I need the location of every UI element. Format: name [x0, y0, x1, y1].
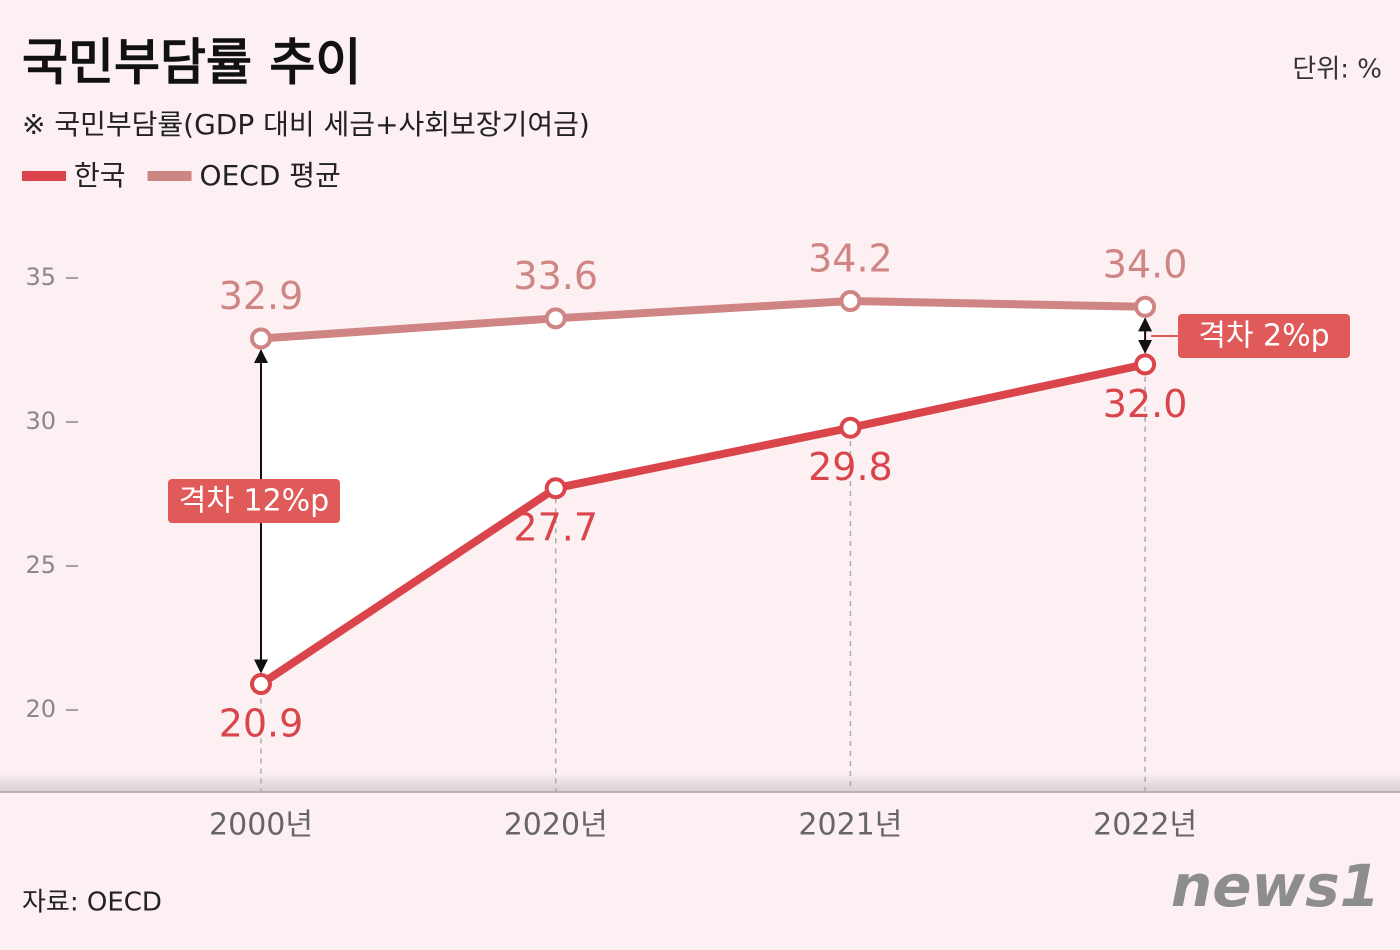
- gap-box: [1178, 314, 1350, 358]
- x-tick-label: 2000년: [209, 808, 313, 843]
- legend-label: OECD 평균: [200, 159, 341, 192]
- legend-label: 한국: [74, 159, 126, 192]
- point: [1134, 353, 1157, 376]
- value-label: 27.7: [513, 506, 598, 550]
- point: [839, 290, 862, 313]
- series-line: [258, 360, 1146, 688]
- y-tick-label: 25: [25, 551, 56, 579]
- value-label: 20.9: [219, 702, 304, 746]
- x-tick-label: 2020년: [504, 808, 608, 843]
- value-label: 32.9: [219, 274, 304, 318]
- gap-label: 격차 2%p: [1198, 319, 1329, 354]
- value-label: 34.2: [808, 237, 893, 281]
- value-label: 34.0: [1103, 242, 1188, 286]
- logo: news1: [1171, 852, 1380, 920]
- chart-title: 국민부담률 추이: [22, 34, 361, 92]
- series-line: [260, 297, 1146, 343]
- point: [250, 327, 272, 350]
- point: [839, 416, 862, 439]
- legend-swatch: [147, 171, 192, 181]
- gap-label: 격차 12%p: [179, 484, 329, 519]
- y-tick-label: 30: [25, 407, 56, 435]
- value-label: 33.6: [513, 254, 598, 298]
- point: [1134, 295, 1157, 318]
- floor-band: [0, 772, 1400, 792]
- y-tick-label: 35: [25, 263, 56, 291]
- source: 자료: OECD: [22, 888, 162, 918]
- gap-box: [168, 479, 340, 523]
- y-tick-label: 20: [25, 695, 56, 723]
- point: [544, 307, 567, 330]
- gap-area: [261, 301, 1146, 685]
- value-label: 29.8: [808, 445, 893, 489]
- value-label: 32.0: [1103, 382, 1188, 426]
- x-tick-label: 2021년: [798, 808, 902, 843]
- subtitle: ※ 국민부담률(GDP 대비 세금+사회보장기여금): [22, 108, 590, 141]
- legend-swatch: [22, 171, 66, 181]
- point: [544, 477, 567, 500]
- point: [250, 673, 272, 696]
- unit: 단위: %: [1292, 55, 1382, 85]
- x-tick-label: 2022년: [1093, 808, 1197, 843]
